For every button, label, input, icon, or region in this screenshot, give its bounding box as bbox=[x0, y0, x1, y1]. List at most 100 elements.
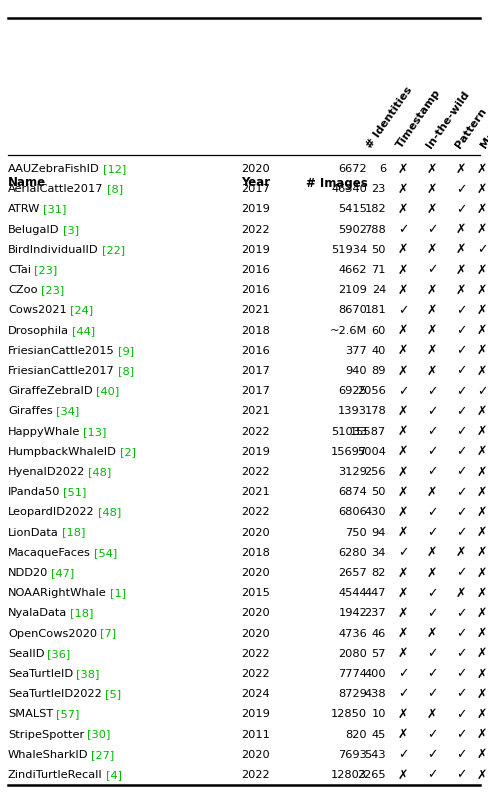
Text: [1]: [1] bbox=[110, 588, 126, 598]
Text: 82: 82 bbox=[372, 568, 386, 578]
Text: ✗: ✗ bbox=[427, 566, 437, 579]
Text: 5902: 5902 bbox=[338, 225, 367, 235]
Text: 182: 182 bbox=[365, 205, 386, 214]
Text: ✗: ✗ bbox=[398, 506, 408, 519]
Text: Giraffes: Giraffes bbox=[8, 407, 53, 416]
Text: ✗: ✗ bbox=[477, 748, 487, 761]
Text: ✓: ✓ bbox=[456, 405, 466, 418]
Text: ✗: ✗ bbox=[398, 344, 408, 357]
Text: 820: 820 bbox=[346, 729, 367, 740]
Text: [18]: [18] bbox=[62, 527, 85, 538]
Text: 50: 50 bbox=[371, 487, 386, 497]
Text: 1942: 1942 bbox=[338, 608, 367, 618]
Text: ✗: ✗ bbox=[477, 647, 487, 660]
Text: [4]: [4] bbox=[105, 770, 122, 780]
Text: 15697: 15697 bbox=[331, 447, 367, 457]
Text: 50: 50 bbox=[371, 244, 386, 255]
Text: 377: 377 bbox=[345, 346, 367, 356]
Text: ✗: ✗ bbox=[398, 183, 408, 196]
Text: [36]: [36] bbox=[47, 649, 71, 658]
Text: ✗: ✗ bbox=[398, 566, 408, 579]
Text: 45: 45 bbox=[372, 729, 386, 740]
Text: 2022: 2022 bbox=[242, 649, 270, 658]
Text: ✓: ✓ bbox=[427, 264, 437, 276]
Text: ✓: ✓ bbox=[398, 385, 408, 398]
Text: ✓: ✓ bbox=[456, 364, 466, 378]
Text: ✗: ✗ bbox=[398, 264, 408, 276]
Text: [57]: [57] bbox=[56, 710, 80, 719]
Text: 2080: 2080 bbox=[338, 649, 367, 658]
Text: ✗: ✗ bbox=[477, 627, 487, 640]
Text: 2019: 2019 bbox=[242, 710, 270, 719]
Text: ✓: ✓ bbox=[427, 526, 437, 539]
Text: 6672: 6672 bbox=[338, 164, 367, 174]
Text: ✓: ✓ bbox=[427, 405, 437, 418]
Text: ✗: ✗ bbox=[398, 647, 408, 660]
Text: ✓: ✓ bbox=[477, 244, 487, 256]
Text: ✗: ✗ bbox=[427, 344, 437, 357]
Text: 46340: 46340 bbox=[331, 185, 367, 194]
Text: [13]: [13] bbox=[83, 427, 107, 436]
Text: 2022: 2022 bbox=[242, 507, 270, 518]
Text: ✓: ✓ bbox=[456, 526, 466, 539]
Text: 181: 181 bbox=[364, 305, 386, 316]
Text: ✗: ✗ bbox=[477, 304, 487, 317]
Text: Cows2021: Cows2021 bbox=[8, 305, 67, 316]
Text: ✓: ✓ bbox=[456, 769, 466, 781]
Text: [47]: [47] bbox=[51, 568, 75, 578]
Text: 4544: 4544 bbox=[338, 588, 367, 598]
Text: [8]: [8] bbox=[106, 185, 122, 194]
Text: 2021: 2021 bbox=[242, 305, 270, 316]
Text: 7774: 7774 bbox=[338, 669, 367, 679]
Text: ✗: ✗ bbox=[427, 284, 437, 296]
Text: [7]: [7] bbox=[100, 629, 116, 638]
Text: 2017: 2017 bbox=[242, 185, 270, 194]
Text: 4662: 4662 bbox=[339, 265, 367, 275]
Text: ✓: ✓ bbox=[427, 748, 437, 761]
Text: 750: 750 bbox=[345, 527, 367, 538]
Text: ✗: ✗ bbox=[477, 586, 487, 600]
Text: ✗: ✗ bbox=[427, 163, 437, 176]
Text: [44]: [44] bbox=[72, 326, 95, 336]
Text: ✗: ✗ bbox=[477, 526, 487, 539]
Text: LeopardID2022: LeopardID2022 bbox=[8, 507, 95, 518]
Text: [48]: [48] bbox=[98, 507, 121, 518]
Text: [5]: [5] bbox=[105, 689, 121, 699]
Text: SeaTurtleID2022: SeaTurtleID2022 bbox=[8, 689, 102, 699]
Text: 438: 438 bbox=[365, 689, 386, 699]
Text: ✗: ✗ bbox=[427, 708, 437, 721]
Text: 2020: 2020 bbox=[242, 164, 270, 174]
Text: ✓: ✓ bbox=[427, 445, 437, 459]
Text: 447: 447 bbox=[365, 588, 386, 598]
Text: 2022: 2022 bbox=[242, 225, 270, 235]
Text: ✗: ✗ bbox=[456, 284, 466, 296]
Text: ✓: ✓ bbox=[427, 506, 437, 519]
Text: Name: Name bbox=[8, 177, 46, 189]
Text: ✗: ✗ bbox=[477, 163, 487, 176]
Text: ✗: ✗ bbox=[427, 324, 437, 337]
Text: 5004: 5004 bbox=[357, 447, 386, 457]
Text: ✓: ✓ bbox=[456, 344, 466, 357]
Text: NDD20: NDD20 bbox=[8, 568, 48, 578]
Text: ✗: ✗ bbox=[427, 627, 437, 640]
Text: [18]: [18] bbox=[70, 608, 94, 618]
Text: ✓: ✓ bbox=[427, 688, 437, 701]
Text: ✓: ✓ bbox=[456, 667, 466, 681]
Text: ✓: ✓ bbox=[456, 183, 466, 196]
Text: ✗: ✗ bbox=[477, 667, 487, 681]
Text: ✗: ✗ bbox=[427, 486, 437, 499]
Text: ✗: ✗ bbox=[477, 607, 487, 620]
Text: LionData: LionData bbox=[8, 527, 59, 538]
Text: 6806: 6806 bbox=[338, 507, 367, 518]
Text: 2019: 2019 bbox=[242, 244, 270, 255]
Text: ✗: ✗ bbox=[398, 586, 408, 600]
Text: IPanda50: IPanda50 bbox=[8, 487, 61, 497]
Text: 5415: 5415 bbox=[338, 205, 367, 214]
Text: FriesianCattle2015: FriesianCattle2015 bbox=[8, 346, 115, 356]
Text: ✗: ✗ bbox=[477, 425, 487, 438]
Text: ✗: ✗ bbox=[477, 728, 487, 741]
Text: [30]: [30] bbox=[87, 729, 111, 740]
Text: StripeSpotter: StripeSpotter bbox=[8, 729, 84, 740]
Text: ✓: ✓ bbox=[456, 728, 466, 741]
Text: NyalaData: NyalaData bbox=[8, 608, 67, 618]
